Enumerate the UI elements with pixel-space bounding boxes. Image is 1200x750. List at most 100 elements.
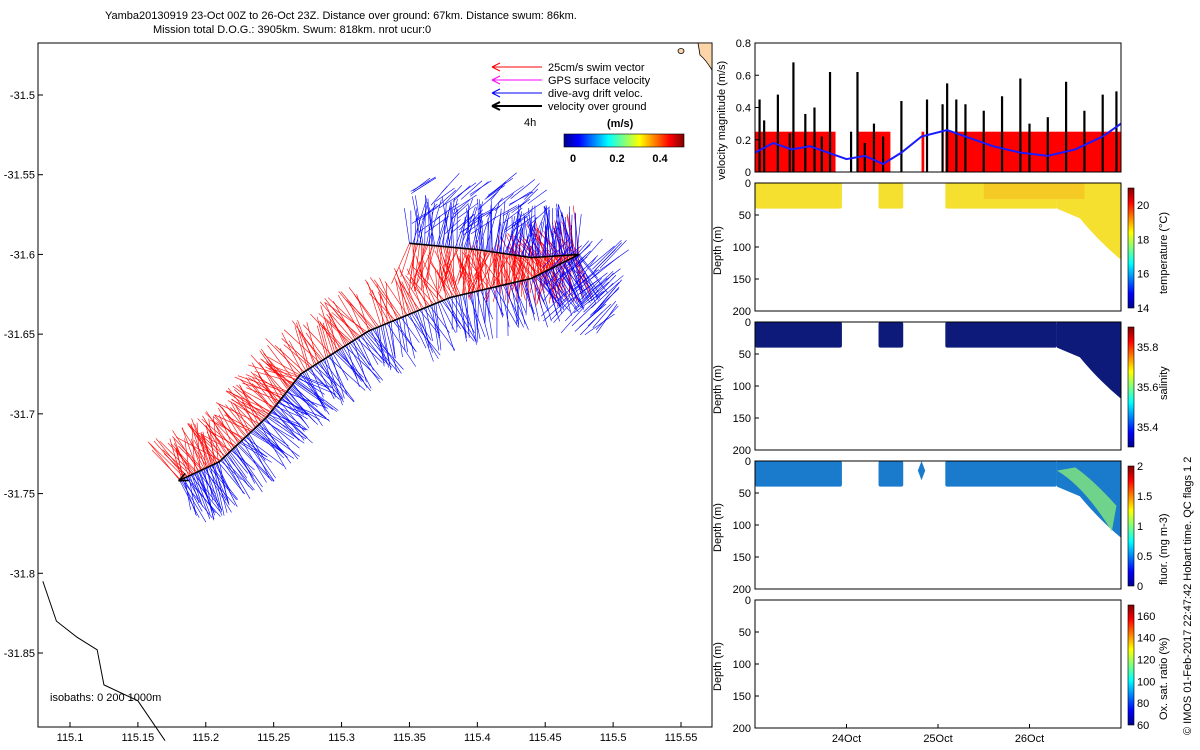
- drift-vector: [531, 278, 549, 311]
- swim-vector: [283, 344, 312, 368]
- swim-vector: [511, 256, 526, 287]
- oxygen-axes-box: [754, 599, 1122, 729]
- drift-vector: [460, 295, 467, 339]
- swim-vector: [215, 402, 260, 425]
- swim-vector: [216, 421, 244, 440]
- fluor-data-block: [755, 461, 842, 487]
- map-xtick-label: 115.45: [529, 732, 562, 744]
- swim-vector: [153, 440, 186, 478]
- drift-vector: [394, 319, 416, 351]
- swim-vector: [512, 254, 518, 302]
- swim-vector: [320, 305, 336, 353]
- map-ytick-label: -31.65: [4, 329, 35, 341]
- drift-vector: [300, 373, 330, 415]
- drift-vector: [317, 363, 355, 403]
- drift-vector: [453, 194, 477, 211]
- map-ytick-label: -31.8: [10, 568, 35, 580]
- drift-vector: [528, 205, 533, 258]
- swim-vector: [338, 291, 371, 331]
- salinity-depth-label: Depth (m): [712, 365, 724, 414]
- drift-vector: [545, 207, 559, 256]
- swim-vector: [508, 250, 511, 284]
- swim-vector: [427, 254, 451, 298]
- drift-vector: [450, 201, 454, 248]
- fluor-colorbar-tick: 1.5: [1137, 491, 1152, 503]
- drift-vector: [263, 420, 295, 440]
- swim-vector: [191, 418, 210, 467]
- drift-vector: [441, 173, 460, 193]
- swim-vector: [331, 312, 361, 337]
- drift-vector: [278, 401, 308, 420]
- swim-vector: [205, 425, 217, 464]
- temperature-warm-layer: [983, 183, 1085, 199]
- drift-vector: [544, 271, 579, 313]
- drift-vector: [287, 391, 316, 423]
- velocity-ytick-label: 0.6: [736, 70, 751, 82]
- drift-vector: [462, 294, 477, 342]
- drift-vector: [529, 278, 540, 322]
- map-xtick-label: 115.35: [393, 732, 426, 744]
- drift-vector: [571, 257, 593, 301]
- swim-vector: [513, 254, 526, 301]
- swim-vector: [213, 415, 219, 463]
- drift-vector: [562, 262, 591, 304]
- drift-vector: [370, 329, 388, 364]
- fluor-colorbar-tick: 0.5: [1137, 551, 1152, 563]
- imos-credit: © IMOS 01-Feb-2017 22:47:42 Hobart time.…: [1182, 456, 1194, 735]
- legend-colorbar-title: (m/s): [607, 118, 634, 130]
- drift-vector: [548, 269, 563, 295]
- drift-vector: [470, 181, 489, 197]
- drift-vector: [447, 298, 459, 328]
- drift-vector: [490, 200, 493, 252]
- drift-vector: [401, 317, 420, 343]
- drift-vector: [204, 468, 232, 513]
- drift-vector: [410, 176, 436, 192]
- drift-vector: [544, 225, 547, 257]
- drift-vector: [512, 210, 533, 227]
- swim-vector: [257, 373, 277, 406]
- oxygen-depth-label: Depth (m): [712, 642, 724, 691]
- swim-vector: [230, 401, 249, 436]
- drift-vector: [396, 319, 403, 358]
- drift-vector: [455, 296, 458, 333]
- swim-vector: [468, 242, 492, 289]
- temperature-ytick-label: 0: [745, 178, 751, 190]
- swim-vector: [439, 246, 452, 288]
- swim-vector: [193, 439, 209, 468]
- swim-vector: [159, 440, 194, 475]
- drift-vector: [599, 240, 627, 269]
- swim-vector: [400, 282, 420, 311]
- drift-vector: [257, 425, 300, 457]
- drift-vector: [513, 228, 523, 256]
- swim-vector: [443, 260, 459, 296]
- drift-vector: [266, 416, 305, 444]
- swim-vector: [477, 253, 484, 290]
- drift-vector: [368, 330, 404, 370]
- swim-vector: [202, 431, 212, 466]
- drift-vector: [409, 314, 427, 349]
- swim-vector: [395, 280, 404, 317]
- drift-vector: [489, 204, 492, 252]
- drift-vector: [494, 286, 519, 327]
- drift-vector: [526, 221, 540, 258]
- legend-colorbar-tick: 0.2: [609, 153, 624, 165]
- drift-vector: [202, 469, 236, 506]
- drift-vector: [543, 297, 570, 322]
- drift-vector: [500, 200, 506, 254]
- drift-vector: [200, 470, 223, 511]
- temperature-colorbar-tick: 20: [1137, 200, 1149, 212]
- drift-vector: [480, 290, 494, 320]
- drift-vector: [546, 259, 569, 286]
- drift-vector: [508, 283, 529, 330]
- drift-vector: [439, 195, 460, 209]
- drift-vector: [520, 200, 546, 217]
- drift-vector: [543, 206, 549, 257]
- drift-vector: [486, 197, 503, 217]
- salinity-data-block: [878, 322, 904, 348]
- velocity-ytick-label: 0.8: [736, 38, 751, 50]
- oxygen-colorbar: [1127, 604, 1135, 726]
- velocity-panel: 0 0.2 0.4 0.6 0.8: [736, 38, 1122, 179]
- swim-speed-block: [921, 131, 925, 172]
- swim-vector: [459, 256, 467, 294]
